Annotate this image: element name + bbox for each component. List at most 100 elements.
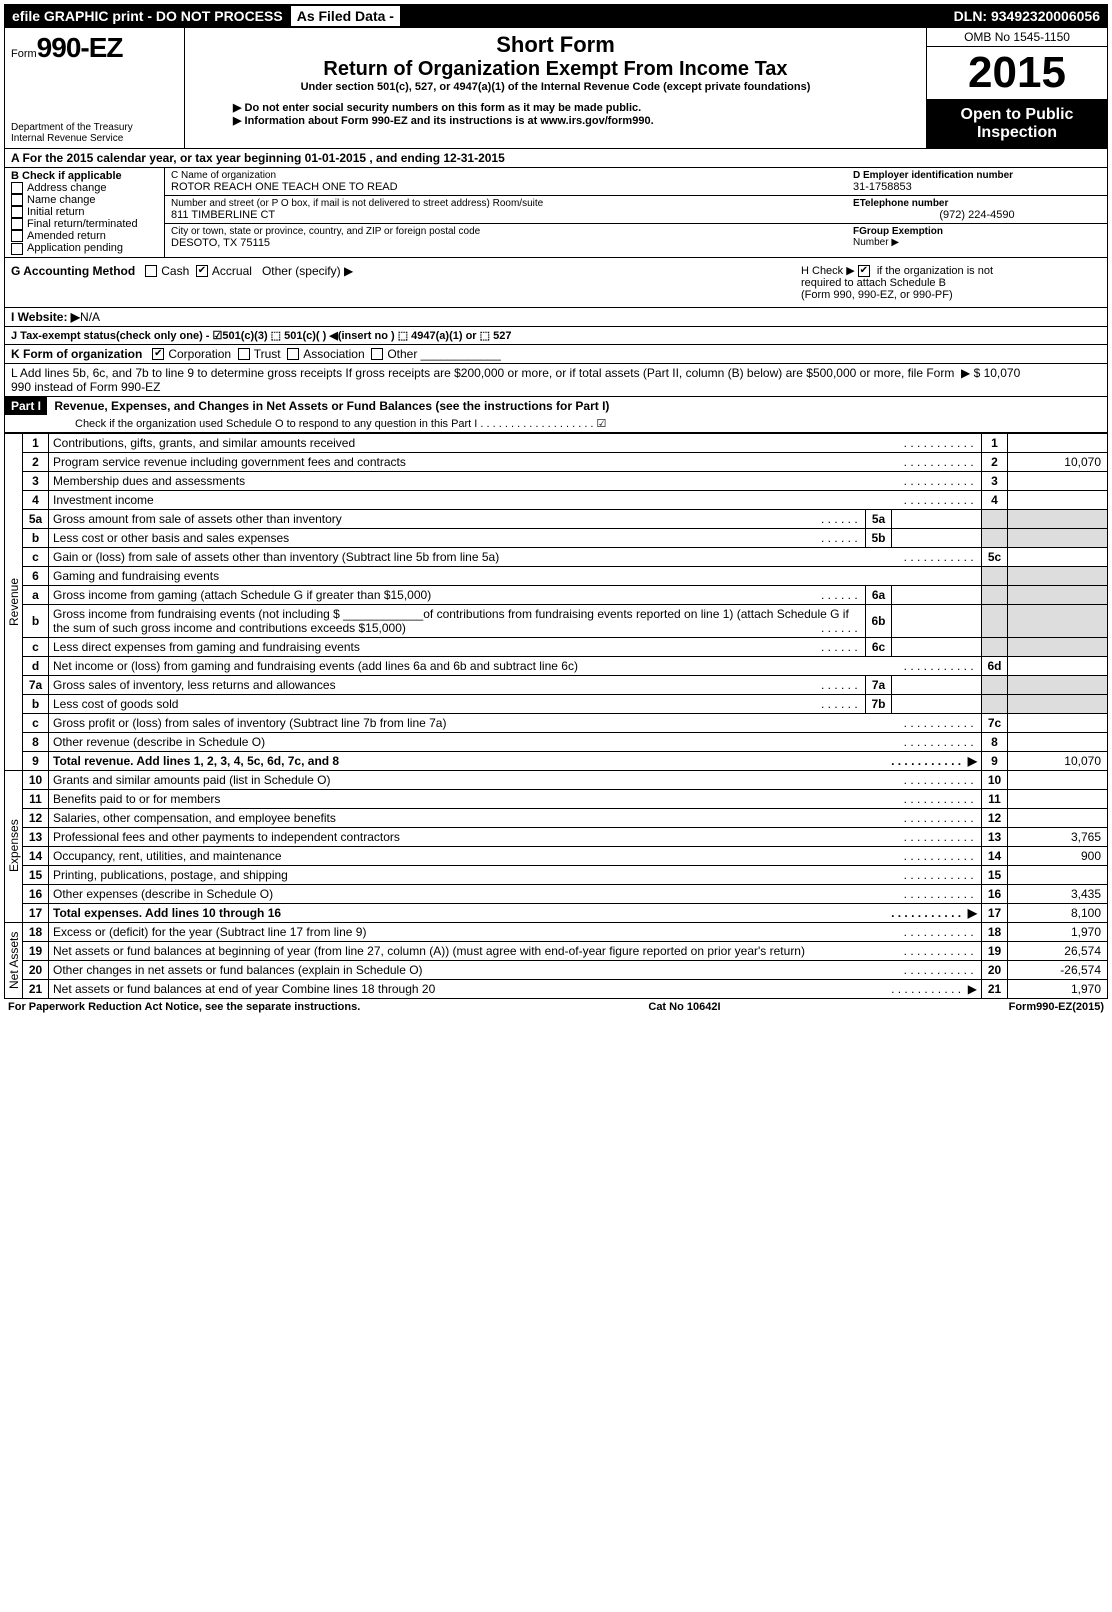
result-num: 12: [982, 808, 1008, 827]
result-num: 15: [982, 865, 1008, 884]
line-desc: Grants and similar amounts paid (list in…: [49, 770, 982, 789]
result-amt: -26,574: [1008, 960, 1108, 979]
accrual-checkbox[interactable]: ✔: [196, 265, 208, 277]
ein-label: D Employer identification number: [853, 170, 1013, 181]
result-amt: [1008, 770, 1108, 789]
sub-amt: [892, 585, 982, 604]
trust-checkbox[interactable]: [238, 348, 250, 360]
corp-checkbox[interactable]: ✔: [152, 348, 164, 360]
line-num: a: [23, 585, 49, 604]
netassets-label: Net Assets: [5, 922, 23, 998]
line-row-9: 9Total revenue. Add lines 1, 2, 3, 4, 5c…: [5, 751, 1108, 770]
line-row-c: cGross profit or (loss) from sales of in…: [5, 713, 1108, 732]
line-num: 18: [23, 922, 49, 941]
group-exemption-number: Number ▶: [853, 237, 1101, 248]
line-row-1: Revenue1Contributions, gifts, grants, an…: [5, 433, 1108, 452]
result-amt: [1008, 547, 1108, 566]
line-desc: Total revenue. Add lines 1, 2, 3, 4, 5c,…: [49, 751, 982, 770]
line-row-16: 16Other expenses (describe in Schedule O…: [5, 884, 1108, 903]
sectb-item: Amended return: [11, 230, 158, 242]
line-row-14: 14Occupancy, rent, utilities, and mainte…: [5, 846, 1108, 865]
line-num: 13: [23, 827, 49, 846]
cat-no: Cat No 10642I: [648, 1001, 720, 1013]
website-label: I Website: ▶: [11, 310, 80, 324]
line-num: 15: [23, 865, 49, 884]
line-row-15: 15Printing, publications, postage, and s…: [5, 865, 1108, 884]
result-num: 11: [982, 789, 1008, 808]
line-row-21: 21Net assets or fund balances at end of …: [5, 979, 1108, 998]
check-application-pending[interactable]: [11, 243, 23, 255]
line-desc: Other changes in net assets or fund bala…: [49, 960, 982, 979]
sub-amt: [892, 528, 982, 547]
line-desc: Other revenue (describe in Schedule O) .…: [49, 732, 982, 751]
check-name-change[interactable]: [11, 194, 23, 206]
line-num: b: [23, 604, 49, 637]
form-title: Return of Organization Exempt From Incom…: [193, 58, 918, 81]
sectb-item: Address change: [11, 182, 158, 194]
line-row-7a: 7aGross sales of inventory, less returns…: [5, 675, 1108, 694]
check-initial-return[interactable]: [11, 206, 23, 218]
line-desc: Investment income . . . . . . . . . . .: [49, 490, 982, 509]
result-amt: [1008, 789, 1108, 808]
line-row-2: 2Program service revenue including gover…: [5, 452, 1108, 471]
line-row-18: Net Assets18Excess or (deficit) for the …: [5, 922, 1108, 941]
other-checkbox[interactable]: [371, 348, 383, 360]
line-num: 1: [23, 433, 49, 452]
result-amt: 1,970: [1008, 922, 1108, 941]
result-amt: [1008, 865, 1108, 884]
assoc-checkbox[interactable]: [287, 348, 299, 360]
section-h: H Check ▶ ✔ if the organization is not r…: [801, 264, 1101, 301]
part1-header-row: Part I Revenue, Expenses, and Changes in…: [4, 397, 1108, 433]
result-amt: [1008, 471, 1108, 490]
sub-num: 7b: [866, 694, 892, 713]
line-num: c: [23, 713, 49, 732]
line-num: b: [23, 528, 49, 547]
schedule-b-checkbox[interactable]: ✔: [858, 265, 870, 277]
line-desc: Less cost of goods sold . . . . . .: [49, 694, 866, 713]
sub-num: 6a: [866, 585, 892, 604]
sub-num: 7a: [866, 675, 892, 694]
line-num: 6: [23, 566, 49, 585]
line-num: 11: [23, 789, 49, 808]
sub-num: 6c: [866, 637, 892, 656]
result-num: 14: [982, 846, 1008, 865]
line-desc: Net income or (loss) from gaming and fun…: [49, 656, 982, 675]
line-desc: Salaries, other compensation, and employ…: [49, 808, 982, 827]
form-of-org-label: K Form of organization: [11, 347, 142, 361]
org-name-value: ROTOR REACH ONE TEACH ONE TO READ: [171, 181, 841, 193]
line-desc: Professional fees and other payments to …: [49, 827, 982, 846]
dept-line1: Department of the Treasury: [11, 122, 178, 133]
city-label: City or town, state or province, country…: [171, 226, 841, 237]
cash-checkbox[interactable]: [145, 265, 157, 277]
line-desc: Gross amount from sale of assets other t…: [49, 509, 866, 528]
section-b: B Check if applicable Address changeName…: [5, 168, 165, 257]
irs-link[interactable]: www.irs.gov/form990: [540, 115, 650, 127]
expenses-label: Expenses: [5, 770, 23, 922]
line-desc: Excess or (deficit) for the year (Subtra…: [49, 922, 982, 941]
section-a-text: A For the 2015 calendar year, or tax yea…: [11, 151, 505, 165]
check-address-change[interactable]: [11, 182, 23, 194]
result-amt: 10,070: [1008, 452, 1108, 471]
page-footer: For Paperwork Reduction Act Notice, see …: [4, 999, 1108, 1015]
ein-value: 31-1758853: [853, 181, 1101, 193]
result-num: 19: [982, 941, 1008, 960]
line-desc: Less direct expenses from gaming and fun…: [49, 637, 866, 656]
line-row-3: 3Membership dues and assessments . . . .…: [5, 471, 1108, 490]
note-ssn: ▶ Do not enter social security numbers o…: [233, 101, 918, 114]
result-num: 13: [982, 827, 1008, 846]
result-amt: 1,970: [1008, 979, 1108, 998]
line-desc: Total expenses. Add lines 10 through 16 …: [49, 903, 982, 922]
line-row-6: 6Gaming and fundraising events: [5, 566, 1108, 585]
check-amended-return[interactable]: [11, 230, 23, 242]
line-row-11: 11Benefits paid to or for members . . . …: [5, 789, 1108, 808]
line-row-17: 17Total expenses. Add lines 10 through 1…: [5, 903, 1108, 922]
line-num: 10: [23, 770, 49, 789]
dept-line2: Internal Revenue Service: [11, 133, 178, 144]
tax-year: 2015: [927, 47, 1107, 100]
line-desc: Contributions, gifts, grants, and simila…: [49, 433, 982, 452]
sub-amt: [892, 694, 982, 713]
line-desc: Net assets or fund balances at end of ye…: [49, 979, 982, 998]
line-num: 17: [23, 903, 49, 922]
result-amt: [1008, 732, 1108, 751]
check-final-return-terminated[interactable]: [11, 218, 23, 230]
